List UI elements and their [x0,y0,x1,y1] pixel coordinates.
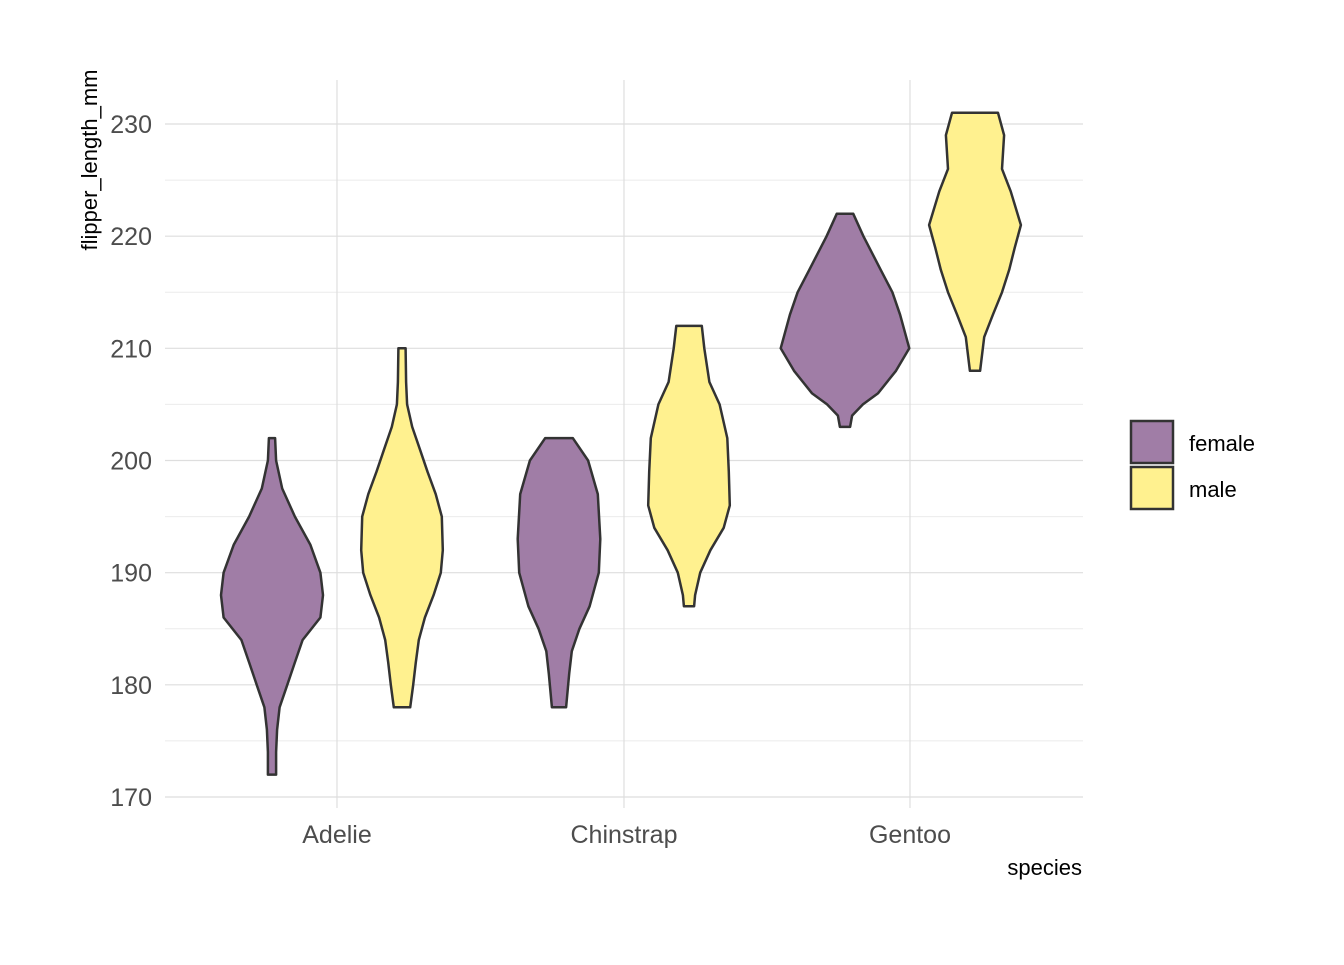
x-tick-label: Adelie [302,821,372,849]
grid [165,80,1083,808]
violin-chinstrap-female [516,436,602,709]
violin-adelie-female [219,436,325,776]
y-tick-label: 200 [110,448,152,476]
y-axis-label: flipper_length_mm [77,70,102,251]
y-tick-label: 220 [110,223,152,251]
legend-swatch-female [1129,419,1175,465]
x-axis-label: species [1007,855,1082,880]
violin-gentoo-male [927,111,1023,373]
y-tick-label: 190 [110,560,152,588]
legend-label-male: male [1189,477,1237,502]
y-tick-label: 170 [110,784,152,812]
y-tick-label: 210 [110,335,152,363]
y-tick-labels: 170 180 190 200 210 220 230 [110,111,152,812]
violin-chinstrap-male [646,324,732,608]
x-tick-labels: Adelie Chinstrap Gentoo [302,821,951,849]
violins [219,111,1023,776]
y-tick-label: 230 [110,111,152,139]
y-tick-label: 180 [110,672,152,700]
legend: female male [1129,419,1255,511]
violin-gentoo-female [779,212,911,429]
x-tick-label: Gentoo [869,821,951,849]
legend-label-female: female [1189,431,1255,456]
x-tick-label: Chinstrap [571,821,678,849]
violin-adelie-male [359,347,445,709]
legend-swatch-male [1129,465,1175,511]
